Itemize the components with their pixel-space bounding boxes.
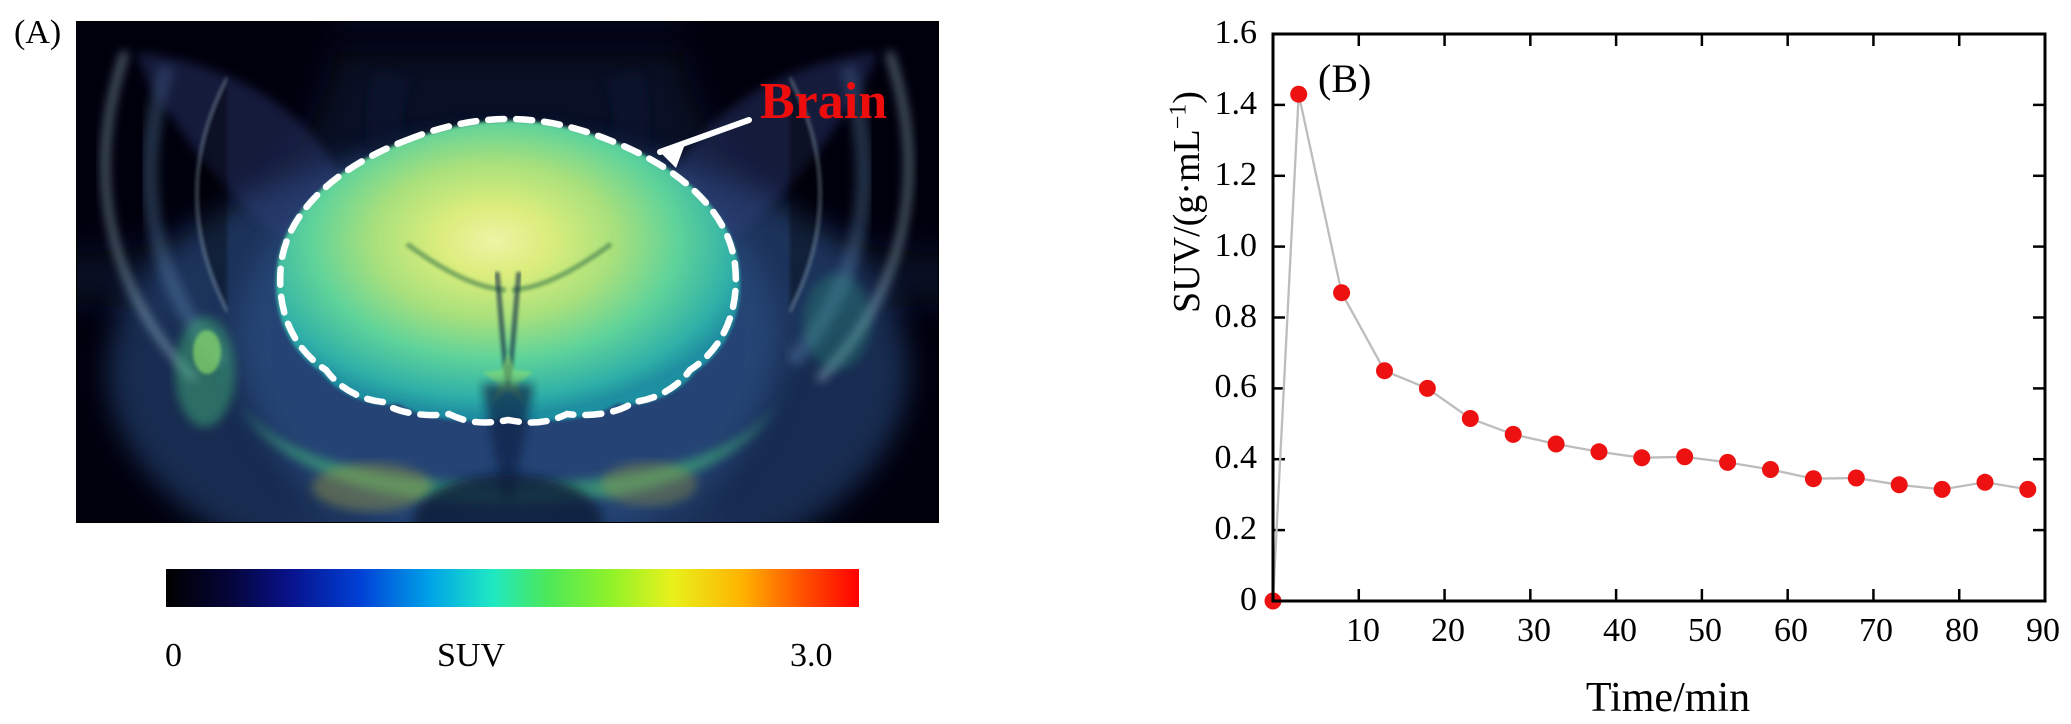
svg-text:(B): (B) [1318, 56, 1371, 101]
